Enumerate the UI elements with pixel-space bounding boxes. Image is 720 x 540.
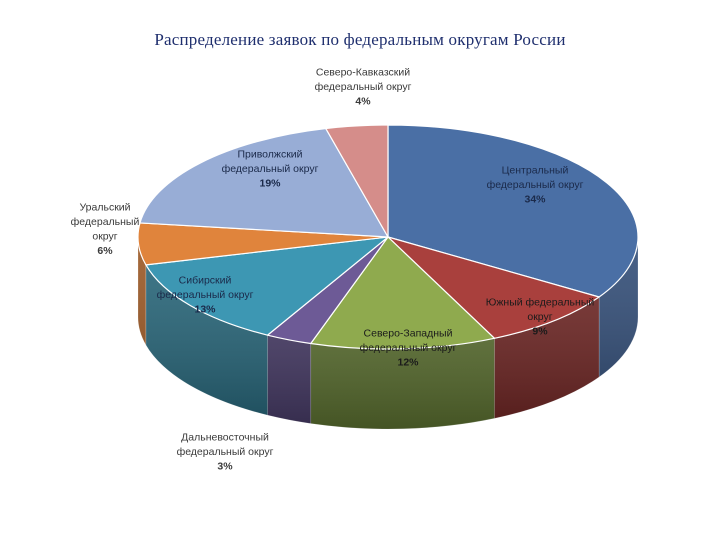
slice-value-label: 6% [97, 245, 113, 257]
slice-value-label: 3% [217, 461, 233, 473]
slice-value-label: 19% [259, 178, 281, 190]
slice-name-label: федеральный округ [360, 342, 457, 354]
pie-side-shading [138, 237, 638, 429]
slice-name-label: Приволжский [237, 149, 302, 161]
pie-slice-5 [145, 236, 389, 336]
slice-name-label: федеральный округ [487, 179, 584, 191]
slice-name-label: федеральный округ [315, 81, 412, 93]
slice-name-label: округ [92, 230, 117, 242]
slice-label-7: Приволжский федеральный округ 19% [222, 149, 319, 190]
slice-name-label: Сибирский [179, 275, 232, 287]
slice-label-4: Дальневосточный федеральный округ 3% [177, 432, 274, 473]
pie-slice-7 [139, 127, 389, 238]
pie-slice-3 [310, 236, 496, 350]
slice-label-1: Центральный федеральный округ 34% [487, 165, 584, 206]
slice-label-2: Южный федеральный округ 9% [486, 297, 595, 338]
slice-name-label: федеральный округ [177, 446, 274, 458]
slice-name-label: Дальневосточный [181, 432, 269, 444]
slice-value-label: 34% [524, 194, 546, 206]
pie-slice-1 [387, 124, 639, 298]
slice-label-6: Уральский федеральный округ 6% [71, 201, 140, 257]
slice-name-label: федеральный [71, 216, 140, 228]
slice-name-label: федеральный округ [222, 163, 319, 175]
slice-value-label: 9% [532, 326, 548, 338]
slice-value-label: 13% [194, 304, 216, 316]
slice-value-label: 12% [397, 357, 419, 369]
pie-slice-2 [387, 236, 600, 339]
slice-name-label: Центральный [502, 165, 569, 177]
slice-label-8: Северо-Кавказский федеральный округ 4% [315, 67, 412, 108]
slice-name-label: Уральский [79, 201, 130, 213]
slice-label-3: Северо-Западный федеральный округ 12% [360, 328, 457, 369]
slice-name-label: Северо-Западный [364, 328, 453, 340]
slice-name-label: округ [527, 311, 552, 323]
slice-name-label: Северо-Кавказский [316, 67, 410, 79]
slice-name-label: Южный федеральный [486, 297, 595, 309]
slice-name-label: федеральный округ [157, 289, 254, 301]
chart-title: Распределение заявок по федеральным окру… [154, 30, 566, 49]
pie-slice-8 [325, 124, 389, 238]
slice-label-5: Сибирский федеральный округ 13% [157, 275, 254, 316]
slice-value-label: 4% [355, 96, 371, 108]
